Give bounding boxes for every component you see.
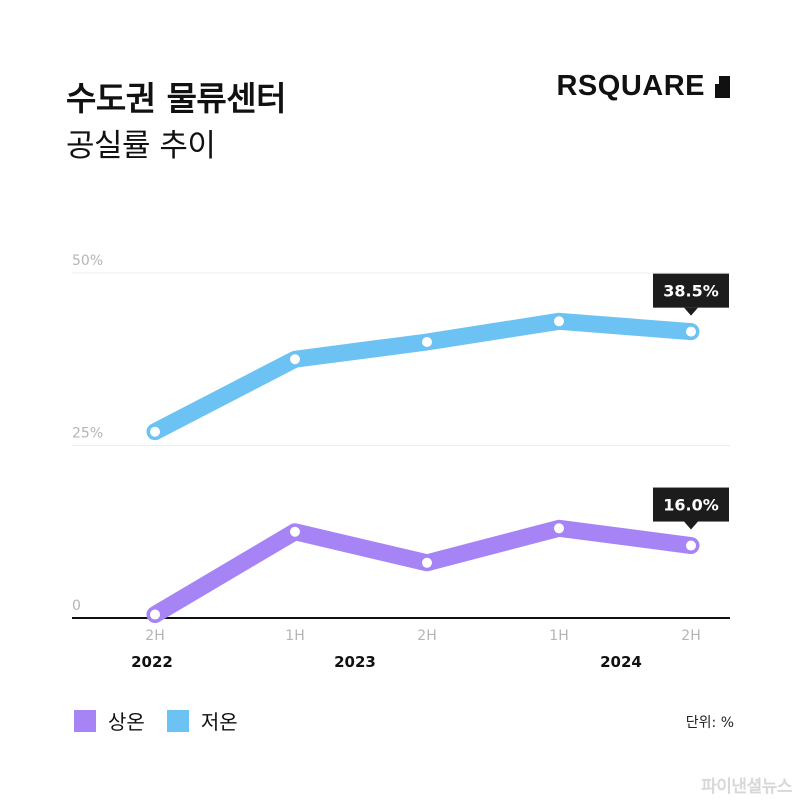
data-point — [686, 326, 696, 337]
year-label: 2023 — [334, 653, 376, 671]
legend-label-sangon: 상온 — [108, 710, 145, 734]
watermark: 파이낸셜뉴스 — [701, 777, 792, 797]
data-point — [554, 316, 564, 327]
callout-pointer — [684, 307, 698, 316]
callout-box — [653, 487, 729, 522]
y-tick-label: 0 — [72, 598, 81, 614]
data-point — [150, 426, 160, 437]
chart-title: 수도권 물류센터 — [66, 79, 287, 118]
logo-text: RSQUARE — [556, 70, 705, 102]
data-point — [422, 337, 432, 347]
data-point — [422, 557, 432, 568]
y-tick-label: 25% — [72, 426, 103, 442]
data-point — [290, 526, 300, 537]
x-tick-label: 1H — [549, 628, 568, 644]
data-point — [554, 523, 564, 534]
callout-box — [653, 273, 729, 308]
chart-subtitle: 공실률 추이 — [66, 128, 216, 164]
series-line-0 — [146, 519, 700, 624]
legend: 상온 저온 — [74, 706, 260, 735]
logo-mark-icon — [708, 75, 730, 98]
x-tick-label: 2H — [681, 628, 700, 644]
legend-item-jeoon: 저온 — [166, 706, 238, 735]
year-label: 2024 — [600, 653, 642, 671]
data-point — [150, 609, 160, 620]
rsquare-logo: RSQUARE — [556, 70, 730, 103]
data-point — [290, 354, 300, 365]
callout-pointer — [684, 521, 698, 530]
series-line-1 — [146, 312, 700, 441]
data-point — [686, 540, 696, 551]
y-tick-label: 50% — [72, 253, 103, 269]
legend-label-jeoon: 저온 — [200, 710, 238, 734]
x-tick-label: 2H — [417, 628, 436, 644]
unit-label: 단위: % — [685, 715, 734, 731]
data-label: 38.5% — [663, 282, 719, 301]
line-chart: 0 25% 50% 2H 1H 2H 1H 2H 2022 2023 2024 16.0% 38.5% — [72, 253, 730, 671]
legend-swatch-sangon — [74, 709, 96, 732]
legend-swatch-jeoon — [166, 709, 189, 732]
x-tick-label: 1H — [285, 628, 304, 644]
year-label: 2022 — [131, 653, 173, 671]
legend-item-sangon: 상온 — [74, 706, 145, 735]
x-tick-label: 2H — [145, 628, 164, 644]
data-label: 16.0% — [663, 496, 719, 515]
